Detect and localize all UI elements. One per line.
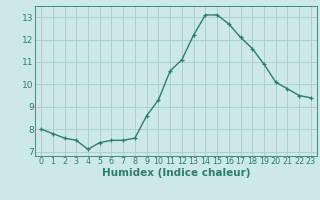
X-axis label: Humidex (Indice chaleur): Humidex (Indice chaleur) <box>102 168 250 178</box>
